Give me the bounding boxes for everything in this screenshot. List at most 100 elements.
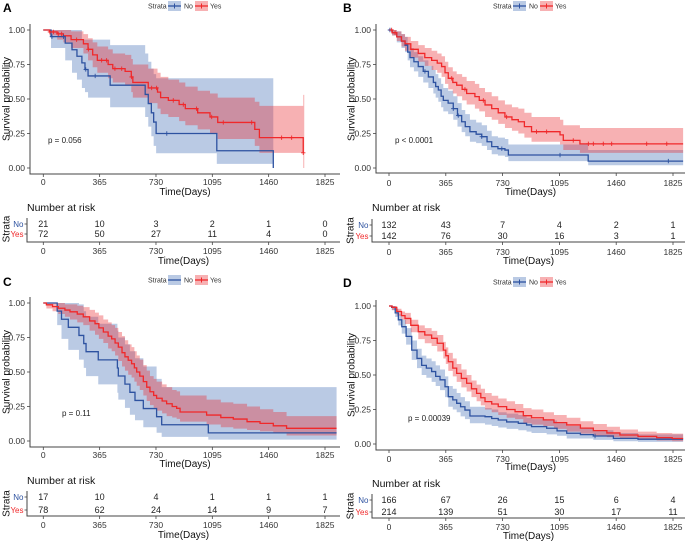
risk-count: 27 — [151, 229, 161, 239]
plot-axes — [375, 24, 685, 174]
legend-key-no — [168, 275, 181, 285]
risk-count: 3 — [614, 231, 619, 241]
risk-x-tick-label: 1825 — [316, 520, 335, 530]
ci-band-yes — [389, 306, 684, 442]
risk-x-tick-label: 1095 — [550, 522, 569, 532]
censor-mark-yes — [644, 141, 649, 147]
risk-x-tick-label: 1825 — [316, 246, 335, 256]
x-tick-label: 730 — [496, 454, 510, 464]
censor-mark-yes — [462, 87, 468, 92]
risk-x-tick-label: 730 — [149, 246, 163, 256]
risk-x-axis-title: Time(Days) — [503, 531, 554, 542]
plot-axes — [375, 300, 685, 451]
censor-mark-yes — [86, 47, 91, 52]
y-tick-label: 0.50 — [354, 94, 371, 104]
risk-count: 132 — [381, 220, 396, 230]
censor-mark-yes — [181, 102, 186, 107]
legend-label-no: No — [184, 4, 193, 11]
survival-curve-yes — [43, 302, 337, 429]
risk-count: 26 — [498, 495, 508, 505]
risk-x-axis-title: Time(Days) — [158, 256, 209, 267]
legend-key-yes — [195, 1, 208, 11]
censor-mark-yes — [154, 85, 159, 91]
x-tick-label: 0 — [387, 454, 392, 464]
y-tick-label: 1.00 — [8, 298, 25, 308]
legend-label-yes: Yes — [555, 4, 567, 11]
risk-row-label-no: No — [13, 493, 24, 502]
censor-mark-no — [499, 146, 505, 151]
plot-axes — [29, 24, 340, 175]
x-tick-label: 1095 — [550, 178, 569, 188]
ci-band-no — [389, 306, 684, 442]
risk-strata-title: Strata — [2, 215, 13, 242]
censor-mark-yes — [112, 66, 118, 71]
risk-count: 1 — [670, 220, 675, 230]
y-tick-label: 0.75 — [8, 60, 25, 70]
risk-count: 6 — [614, 495, 619, 505]
y-tick-label: 0.50 — [354, 370, 371, 380]
legend-key-no — [513, 277, 526, 287]
censor-mark-yes — [534, 129, 539, 134]
risk-row-label-yes: Yes — [355, 232, 368, 241]
risk-table-title: Number at risk — [372, 478, 441, 490]
risk-count: 139 — [438, 507, 453, 517]
risk-table-axes — [26, 218, 340, 243]
y-tick-label: 0.00 — [8, 163, 25, 173]
panel-tag: B — [343, 1, 352, 15]
risk-x-tick-label: 0 — [387, 522, 392, 532]
y-tick-label: 0.75 — [354, 60, 371, 70]
risk-count: 14 — [207, 505, 217, 515]
risk-count: 4 — [153, 492, 158, 502]
risk-x-tick-label: 365 — [93, 246, 107, 256]
legend: Strata No Yes — [148, 1, 222, 11]
risk-x-tick-label: 365 — [93, 520, 107, 530]
risk-count: 2 — [210, 219, 215, 229]
legend-label-no: No — [529, 280, 538, 287]
risk-table-title: Number at risk — [27, 475, 96, 487]
censor-mark-yes — [392, 30, 398, 35]
x-tick-label: 730 — [496, 178, 510, 188]
censor-mark-no — [451, 106, 456, 111]
legend-title: Strata — [493, 4, 512, 11]
x-tick-label: 730 — [149, 450, 163, 460]
risk-x-tick-label: 730 — [496, 247, 510, 257]
censor-mark-no — [83, 67, 88, 72]
x-tick-label: 365 — [93, 450, 107, 460]
risk-count: 4 — [557, 220, 562, 230]
risk-table-title: Number at risk — [27, 202, 96, 214]
y-tick-label: 0.25 — [8, 402, 25, 412]
censor-mark-yes — [389, 27, 394, 33]
risk-strata-title: Strata — [2, 490, 13, 517]
risk-count: 9 — [266, 505, 271, 515]
risk-count: 51 — [498, 507, 508, 517]
censor-mark-no — [479, 134, 484, 139]
x-tick-label: 1460 — [259, 177, 278, 187]
censor-mark-yes — [209, 114, 214, 120]
legend-label-no: No — [184, 278, 193, 285]
risk-count: 11 — [668, 507, 677, 517]
panel-tag: C — [3, 275, 12, 289]
risk-x-tick-label: 365 — [439, 247, 453, 257]
risk-count: 24 — [151, 505, 161, 515]
risk-count: 4 — [266, 229, 271, 239]
risk-x-tick-label: 1825 — [664, 247, 683, 257]
legend-title: Strata — [148, 4, 167, 11]
y-axis-title: Survival probability — [2, 57, 13, 141]
y-tick-label: 1.00 — [354, 301, 371, 311]
censor-mark-yes — [301, 150, 306, 156]
risk-count: 50 — [95, 229, 105, 239]
legend: Strata No Yes — [148, 275, 222, 285]
censor-mark-yes — [504, 114, 509, 120]
legend: Strata No Yes — [493, 1, 567, 11]
y-tick-label: 0.75 — [8, 333, 25, 343]
y-tick-label: 0.75 — [354, 336, 371, 346]
risk-x-tick-label: 0 — [387, 247, 392, 257]
x-tick-label: 1095 — [203, 450, 222, 460]
censor-mark-no — [92, 73, 98, 79]
x-tick-label: 1825 — [664, 454, 683, 464]
risk-count: 10 — [95, 219, 105, 229]
censor-mark-yes — [74, 37, 79, 42]
